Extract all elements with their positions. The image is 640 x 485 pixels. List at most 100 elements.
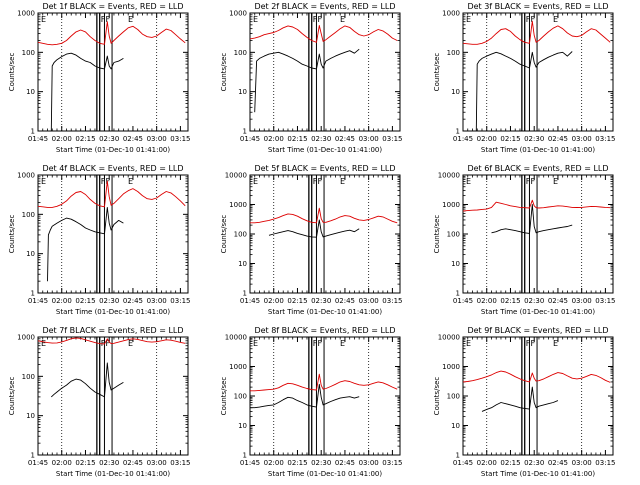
marker-label-e: E bbox=[340, 339, 345, 348]
events-series-line bbox=[254, 48, 360, 113]
x-tick-label: 02:00 bbox=[264, 297, 284, 305]
x-tick-label: 03:00 bbox=[359, 135, 379, 143]
x-tick-label: 03:15 bbox=[170, 459, 190, 467]
x-tick-label: 03:15 bbox=[595, 297, 615, 305]
y-tick-label: 10 bbox=[451, 88, 460, 96]
x-tick-label: 02:45 bbox=[123, 459, 143, 467]
y-tick-label: 10 bbox=[26, 88, 35, 96]
marker-label-e: E bbox=[253, 15, 258, 24]
x-tick-label: 03:15 bbox=[382, 297, 402, 305]
x-tick-label: 02:30 bbox=[524, 459, 544, 467]
x-tick-label: 03:00 bbox=[359, 459, 379, 467]
x-tick-label: 01:45 bbox=[453, 135, 473, 143]
lld-series-line bbox=[462, 370, 611, 383]
x-tick-label: 02:30 bbox=[311, 459, 331, 467]
y-axis-label: Counts/sec bbox=[8, 215, 16, 254]
y-tick-label: 1000 bbox=[17, 10, 35, 18]
y-tick-label: 1000 bbox=[229, 363, 247, 371]
x-tick-label: 02:00 bbox=[477, 297, 497, 305]
y-tick-label: 10 bbox=[238, 260, 247, 268]
marker-label-f: F bbox=[317, 177, 322, 186]
panel-title: Det 8f BLACK = Events, RED = LLD bbox=[254, 326, 395, 335]
marker-label-e: E bbox=[253, 339, 258, 348]
y-tick-label: 100 bbox=[234, 393, 247, 401]
x-tick-label: 03:15 bbox=[595, 459, 615, 467]
marker-label-e: E bbox=[340, 15, 345, 24]
panel-title: Det 6f BLACK = Events, RED = LLD bbox=[467, 164, 608, 173]
marker-label-f: F bbox=[317, 339, 322, 348]
x-tick-label: 03:15 bbox=[595, 135, 615, 143]
marker-label-f: F bbox=[105, 339, 110, 348]
marker-label-e: E bbox=[253, 177, 258, 186]
y-axis-label: Counts/sec bbox=[8, 53, 16, 92]
x-tick-label: 01:45 bbox=[240, 135, 260, 143]
plot-frame bbox=[37, 336, 189, 456]
x-tick-label: 03:00 bbox=[572, 459, 592, 467]
x-tick-label: 02:30 bbox=[99, 297, 119, 305]
x-axis-label: Start Time (01-Dec-10 01:41:00) bbox=[56, 146, 170, 154]
marker-label-e: E bbox=[41, 15, 46, 24]
y-tick-label: 100 bbox=[22, 211, 35, 219]
x-tick-label: 03:00 bbox=[147, 135, 167, 143]
y-tick-label: 1 bbox=[31, 128, 35, 136]
y-tick-label: 1 bbox=[31, 290, 35, 298]
marker-label-e: E bbox=[466, 339, 471, 348]
y-tick-label: 10000 bbox=[225, 172, 247, 180]
lld-series-line bbox=[250, 373, 398, 392]
y-tick-label: 1000 bbox=[17, 334, 35, 342]
detector-panel-2: Det 2f BLACK = Events, RED = LLD Counts/s… bbox=[220, 2, 402, 154]
marker-label-f: F bbox=[101, 15, 106, 24]
x-axis-label: Start Time (01-Dec-10 01:41:00) bbox=[268, 308, 382, 316]
x-tick-label: 02:00 bbox=[52, 297, 72, 305]
y-tick-label: 1000 bbox=[442, 363, 460, 371]
y-tick-label: 10 bbox=[238, 88, 247, 96]
x-tick-label: 03:00 bbox=[147, 297, 167, 305]
x-tick-label: 03:00 bbox=[147, 459, 167, 467]
lld-series-line bbox=[37, 337, 186, 345]
x-tick-label: 02:45 bbox=[548, 297, 568, 305]
y-tick-label: 10 bbox=[238, 422, 247, 430]
x-tick-label: 03:00 bbox=[572, 135, 592, 143]
marker-label-f: F bbox=[105, 177, 110, 186]
x-tick-label: 02:15 bbox=[500, 135, 520, 143]
y-tick-label: 100 bbox=[234, 49, 247, 57]
y-tick-label: 100 bbox=[234, 231, 247, 239]
lld-series-line bbox=[462, 199, 611, 212]
x-tick-label: 02:15 bbox=[500, 459, 520, 467]
x-tick-label: 02:15 bbox=[287, 297, 307, 305]
y-tick-label: 100 bbox=[22, 373, 35, 381]
x-tick-label: 01:45 bbox=[28, 459, 48, 467]
x-tick-label: 02:00 bbox=[52, 135, 72, 143]
lld-series-line bbox=[249, 25, 398, 43]
y-axis-label: Counts/sec bbox=[220, 215, 228, 254]
x-tick-label: 02:45 bbox=[123, 297, 143, 305]
x-tick-label: 02:00 bbox=[264, 459, 284, 467]
x-tick-label: 02:15 bbox=[287, 135, 307, 143]
plot-frame bbox=[462, 174, 614, 294]
panel-title: Det 5f BLACK = Events, RED = LLD bbox=[254, 164, 395, 173]
y-tick-label: 1 bbox=[243, 128, 247, 136]
detector-panel-6: Det 6f BLACK = Events, RED = LLD Counts/s… bbox=[433, 164, 615, 316]
plot-frame bbox=[37, 174, 189, 294]
x-tick-label: 03:15 bbox=[170, 135, 190, 143]
y-axis-label: Counts/sec bbox=[433, 215, 441, 254]
x-tick-label: 03:15 bbox=[382, 135, 402, 143]
detector-panel-1: Det 1f BLACK = Events, RED = LLD Counts/s… bbox=[8, 2, 190, 154]
x-tick-label: 02:30 bbox=[524, 135, 544, 143]
marker-label-f: F bbox=[317, 15, 322, 24]
x-tick-label: 02:15 bbox=[287, 459, 307, 467]
y-axis-label: Counts/sec bbox=[8, 377, 16, 416]
x-tick-label: 02:45 bbox=[548, 135, 568, 143]
marker-label-f: F bbox=[526, 339, 531, 348]
x-tick-label: 03:00 bbox=[572, 297, 592, 305]
x-tick-label: 02:30 bbox=[311, 297, 331, 305]
x-tick-label: 02:15 bbox=[75, 459, 95, 467]
detector-panel-4: Det 4f BLACK = Events, RED = LLD Counts/s… bbox=[8, 164, 190, 316]
x-tick-label: 02:45 bbox=[335, 135, 355, 143]
y-tick-label: 1 bbox=[243, 452, 247, 460]
marker-label-f: F bbox=[530, 177, 535, 186]
marker-label-e: E bbox=[41, 339, 46, 348]
marker-label-e: E bbox=[41, 177, 46, 186]
x-axis-label: Start Time (01-Dec-10 01:41:00) bbox=[268, 470, 382, 478]
y-tick-label: 10 bbox=[451, 260, 460, 268]
